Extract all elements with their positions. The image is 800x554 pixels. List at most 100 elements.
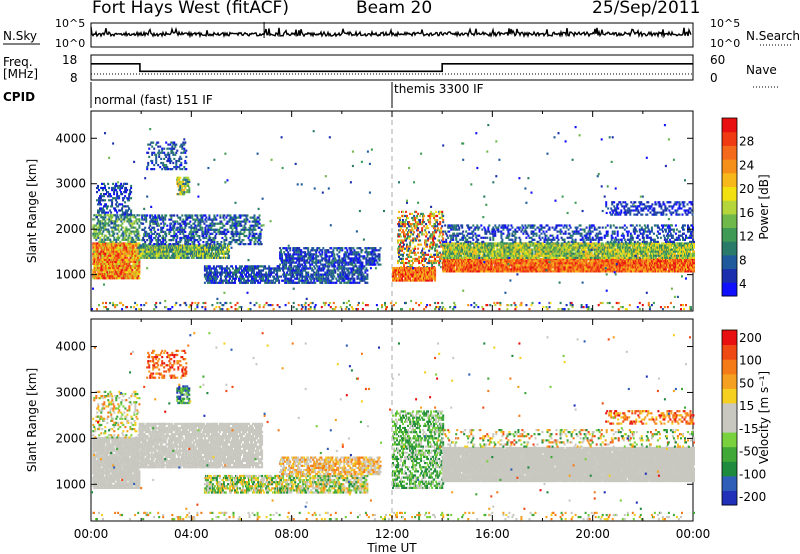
data-cell — [416, 235, 419, 238]
data-cell — [131, 236, 134, 239]
data-cell — [131, 269, 134, 272]
data-cell — [361, 271, 364, 274]
data-cell — [187, 176, 190, 179]
data-cell — [99, 232, 102, 235]
data-cell — [431, 214, 434, 218]
data-cell — [205, 234, 208, 238]
data-cell — [434, 259, 437, 263]
data-cell — [149, 222, 152, 225]
data-cell — [100, 250, 103, 253]
data-cell — [421, 275, 424, 278]
data-cell — [196, 234, 199, 238]
data-cell — [188, 222, 191, 225]
data-cell — [319, 253, 322, 256]
data-cell — [469, 258, 472, 261]
data-cell — [259, 234, 262, 238]
data-cell — [400, 235, 402, 238]
data-cell — [145, 218, 148, 221]
data-cell — [361, 275, 364, 278]
data-cell — [239, 243, 242, 246]
freq-left-tick-high: 18 — [62, 53, 77, 67]
data-cell — [107, 244, 110, 247]
data-cell — [180, 164, 183, 167]
data-cell — [161, 228, 164, 231]
data-cell — [188, 189, 191, 192]
data-cell — [211, 241, 214, 244]
data-cell — [247, 243, 250, 246]
data-cell — [158, 243, 161, 246]
data-cell — [351, 275, 354, 278]
data-cell — [223, 230, 226, 233]
data-cell — [156, 218, 159, 221]
data-cell — [298, 255, 301, 258]
data-cell — [150, 241, 153, 244]
data-cell — [183, 191, 186, 194]
data-cell — [104, 226, 107, 229]
data-cell — [151, 232, 154, 235]
data-cell — [125, 271, 128, 274]
data-cell — [220, 220, 223, 223]
data-cell — [359, 271, 362, 274]
data-cell — [203, 222, 206, 225]
data-cell — [412, 257, 415, 260]
data-cell — [160, 241, 163, 244]
data-cell — [147, 151, 150, 154]
data-cell — [254, 239, 257, 242]
data-cell — [400, 269, 402, 272]
data-cell — [195, 218, 198, 221]
data-cell — [201, 218, 204, 221]
data-cell — [120, 256, 123, 259]
data-cell — [309, 257, 312, 260]
data-cell — [343, 279, 346, 282]
data-cell — [399, 219, 401, 222]
data-cell — [129, 224, 132, 227]
data-cell — [176, 166, 179, 169]
data-cell — [153, 164, 156, 167]
data-cell — [423, 279, 426, 282]
data-cell — [304, 251, 307, 254]
data-cell — [420, 261, 423, 265]
data-cell — [338, 257, 341, 260]
data-cell — [98, 250, 101, 253]
data-cell — [401, 249, 403, 252]
data-cell — [432, 273, 435, 276]
data-cell — [411, 269, 414, 272]
data-cell — [126, 264, 129, 268]
data-cell — [323, 267, 326, 270]
data-cell — [238, 277, 240, 280]
data-cell — [126, 248, 129, 251]
data-cell — [211, 222, 214, 225]
data-cell — [251, 279, 253, 282]
data-cell — [151, 168, 154, 171]
data-cell — [430, 241, 433, 244]
data-cell — [181, 230, 184, 233]
data-cell — [375, 259, 378, 262]
data-cell — [102, 211, 104, 214]
data-cell — [401, 277, 403, 280]
data-cell — [216, 275, 219, 278]
data-cell — [178, 182, 181, 185]
data-cell — [287, 269, 290, 272]
data-cell — [116, 184, 119, 188]
data-cell — [135, 242, 138, 245]
data-cell — [100, 214, 103, 217]
data-cell — [313, 277, 316, 280]
data-cell — [113, 238, 116, 241]
data-cell — [349, 279, 352, 282]
data-cell — [136, 214, 139, 217]
data-cell — [240, 267, 242, 270]
data-cell — [228, 254, 230, 257]
data-cell — [175, 164, 178, 167]
data-cell — [151, 161, 154, 165]
data-cell — [97, 184, 99, 188]
data-cell — [424, 243, 427, 246]
data-cell — [434, 273, 437, 276]
data-cell — [138, 271, 141, 274]
data-cell — [318, 251, 321, 254]
data-cell — [242, 275, 244, 278]
data-cell — [283, 261, 286, 264]
data-cell — [243, 220, 246, 223]
data-cell — [311, 249, 314, 252]
data-cell — [400, 247, 402, 250]
data-cell — [354, 281, 357, 284]
